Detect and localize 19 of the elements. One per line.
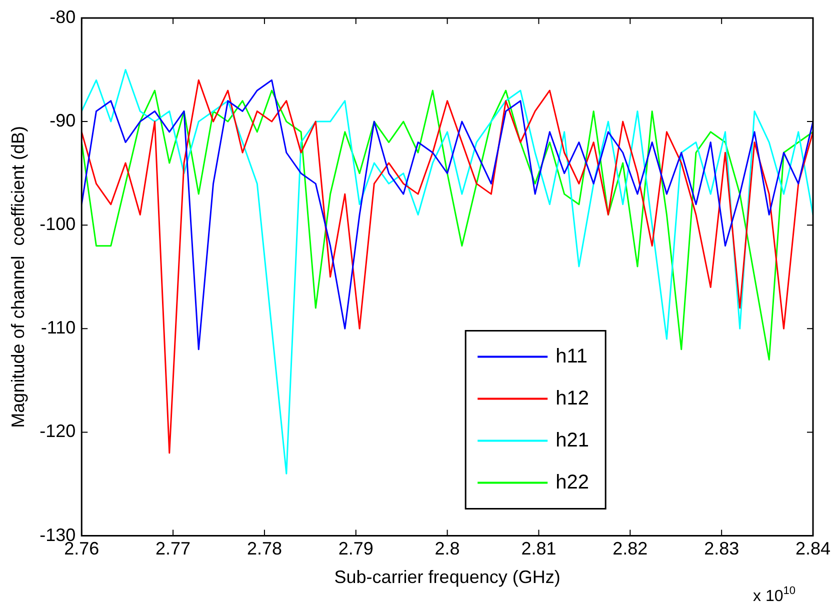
x-tick-label: 2.81	[521, 538, 556, 559]
x-tick-label: 2.78	[246, 538, 282, 559]
legend-label: h22	[556, 471, 589, 494]
y-tick-label: -80	[50, 6, 76, 27]
y-axis-title: Magnitude of channel coefficient (dB)	[8, 126, 28, 428]
x-tick-label: 2.84	[795, 538, 831, 559]
x-tick-label: 2.82	[612, 538, 648, 559]
legend-label: h12	[556, 387, 589, 410]
x-tick-label: 2.77	[156, 538, 191, 559]
x-axis-title: Sub-carrier frequency (GHz)	[334, 567, 560, 588]
x-tick-label: 2.79	[338, 538, 374, 559]
y-tick-label: -120	[40, 421, 76, 442]
legend-label: h11	[556, 345, 588, 368]
y-tick-label: -100	[40, 214, 76, 234]
y-tick-label: -110	[40, 318, 76, 338]
x-tick-label: 2.83	[704, 538, 740, 559]
y-tick-label: -90	[50, 110, 76, 131]
x-tick-label: 2.8	[434, 538, 460, 559]
legend-label: h21	[556, 429, 589, 452]
